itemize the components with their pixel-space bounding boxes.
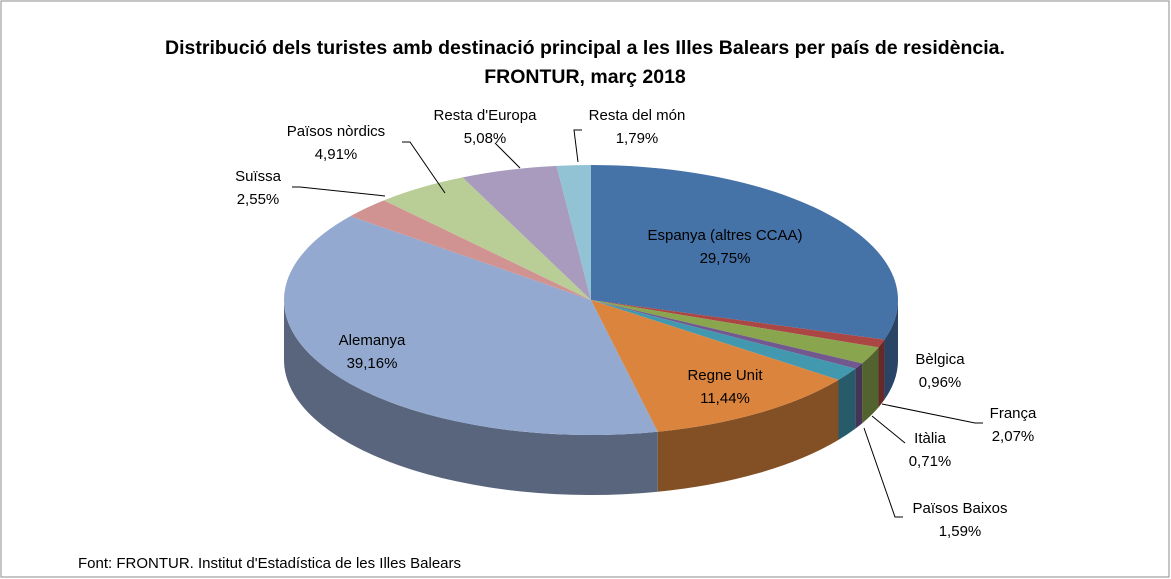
slice	[383, 177, 591, 300]
data-label-value: 0,71%	[909, 453, 952, 470]
slice-side	[657, 379, 839, 492]
leader-line	[871, 415, 906, 444]
slice-side	[284, 300, 658, 496]
slice-side	[855, 363, 863, 429]
slice	[350, 200, 591, 300]
data-label-value: 39,16%	[347, 355, 398, 372]
leader-line	[881, 403, 983, 424]
slice-side	[884, 300, 898, 400]
data-label-value: 11,44%	[700, 390, 750, 407]
data-label-name: Bèlgica	[915, 351, 965, 368]
data-label-value: 2,07%	[992, 428, 1035, 445]
leader-line	[494, 142, 521, 169]
slice	[556, 165, 591, 300]
data-label-name: Països Baixos	[912, 500, 1007, 517]
data-label-value: 2,55%	[237, 191, 280, 208]
source: Font: FRONTUR. Institut d'Estadística de…	[78, 555, 461, 572]
data-label-value: 1,79%	[616, 130, 659, 147]
slice-side	[838, 368, 856, 440]
data-label-name: Espanya (altres CCAA)	[647, 227, 802, 244]
data-label-name: Regne Unit	[687, 367, 763, 384]
data-label-name: Resta d'Europa	[434, 107, 538, 124]
slice-side	[878, 339, 885, 408]
data-label-value: 29,75%	[700, 250, 751, 267]
slice	[284, 216, 658, 435]
data-label-name: Itàlia	[914, 430, 946, 447]
slice	[591, 300, 885, 348]
leader-line	[402, 141, 446, 194]
leader-line	[573, 129, 582, 163]
slice-side	[862, 347, 879, 424]
slice	[591, 300, 839, 432]
data-label-name: França	[990, 405, 1037, 422]
data-label-name: Suïssa	[235, 168, 282, 185]
data-label-name: Països nòrdics	[287, 123, 385, 140]
data-label-value: 1,59%	[939, 523, 982, 540]
slice	[591, 165, 898, 340]
slice	[591, 300, 879, 364]
chart-title: Distribució dels turistes amb destinació…	[165, 37, 1005, 88]
data-label-value: 0,96%	[919, 374, 962, 391]
leader-line	[863, 427, 903, 518]
slice	[462, 165, 591, 300]
slice	[591, 300, 856, 380]
data-label-name: Resta del món	[589, 107, 686, 124]
leader-line	[292, 186, 386, 197]
data-label-value: 5,08%	[464, 130, 507, 147]
data-label-value: 4,91%	[315, 146, 358, 163]
data-label-name: Alemanya	[339, 332, 406, 349]
slice	[591, 300, 863, 369]
